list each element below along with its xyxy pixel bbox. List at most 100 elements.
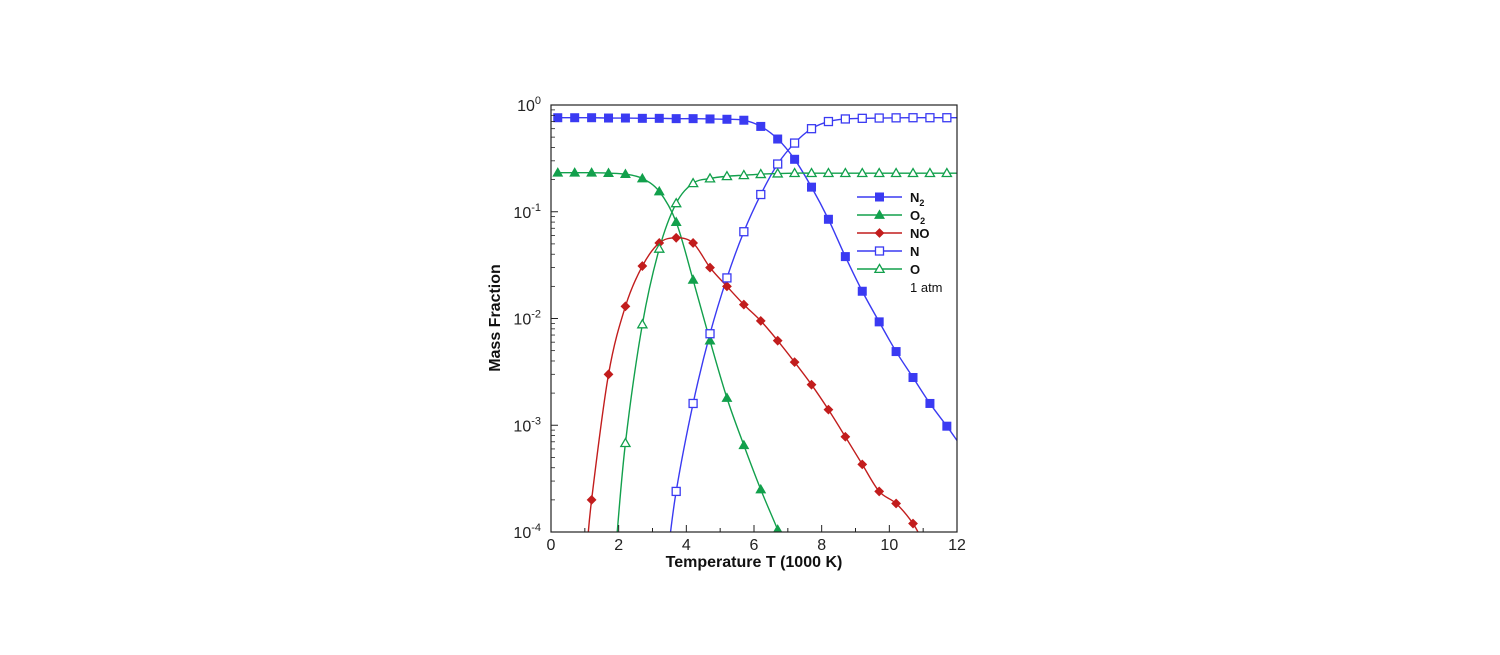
x-axis-title: Temperature T (1000 K) [666,554,843,571]
data-point [603,167,614,178]
data-point [755,168,767,179]
data-point [942,113,952,123]
data-point [924,167,936,178]
data-point [604,113,614,123]
data-point [822,167,835,178]
data-point [704,172,716,183]
x-tick-label: 4 [682,537,691,554]
data-point [721,392,733,402]
series-markers [552,113,953,532]
data-point [873,167,885,178]
data-point [891,113,901,123]
legend-marker [875,192,884,202]
data-point [654,113,664,123]
data-point [705,114,715,124]
x-tick-label: 8 [817,537,826,554]
data-point [738,439,750,450]
data-point [619,437,632,448]
data-point [705,329,715,339]
data-point [840,431,851,442]
data-point [788,167,801,178]
data-point [891,347,901,357]
y-tick-label: 10-4 [513,522,541,542]
data-point [721,170,733,181]
data-point [739,227,749,237]
data-point [942,421,952,431]
data-point [704,335,716,345]
x-tick-label: 6 [750,537,759,554]
data-point [570,113,580,123]
data-point [636,318,649,329]
data-point [671,114,681,124]
data-point [856,167,868,178]
data-point [806,379,817,390]
y-tick-label: 10-2 [513,309,541,329]
x-axis: 0 2 4 6 8 10 12 [547,525,966,554]
data-point [637,261,648,271]
data-point [688,398,698,409]
data-point [587,113,597,123]
data-point [671,232,682,243]
y-axis-title: Mass Fraction [487,264,504,372]
legend-entry: N [910,244,919,259]
data-point [705,262,715,273]
data-point [687,177,699,188]
series-line [587,237,919,532]
data-point [620,301,631,312]
x-tick-label: 10 [880,537,898,554]
data-point [553,113,563,123]
data-point [789,138,800,148]
data-point [688,238,699,248]
legend-marker [874,209,885,219]
data-point [840,252,850,262]
data-point [857,113,867,123]
series-line [616,172,957,532]
data-point [687,274,699,284]
data-point [671,486,681,497]
data-point [722,114,732,124]
data-point [722,281,732,292]
legend-marker [873,263,886,274]
data-point [891,498,902,509]
y-tick-label: 10-3 [513,415,541,435]
data-point [805,167,818,178]
data-point [688,114,698,124]
y-tick-label: 100 [517,95,541,115]
y-axis: 10-4 10-3 10-2 10-1 100 [513,95,558,542]
y-tick-label: 10-1 [513,202,541,222]
legend-marker [874,246,885,256]
data-point [874,317,884,327]
data-point [823,116,834,127]
data-point [874,113,884,123]
data-point [603,369,614,380]
data-point [756,121,766,131]
legend-entry: N2 [910,190,924,208]
data-point [908,518,918,529]
x-tick-label: 0 [547,537,556,554]
data-point [771,167,784,178]
data-point [755,483,767,494]
legend-entry: O2 [910,208,925,226]
data-point [790,154,800,164]
data-point [907,167,919,178]
data-point [874,486,885,497]
data-point [925,113,935,123]
data-point [755,315,766,326]
data-point [890,167,902,178]
data-point [823,214,833,224]
data-point [773,524,783,532]
legend-entry: O [910,262,920,277]
data-point [738,169,750,180]
data-point [756,189,766,200]
data-point [806,124,817,134]
pressure-annotation: 1 atm [910,280,943,295]
data-point [789,357,800,368]
data-point [552,167,564,177]
x-tick-label: 2 [614,537,623,554]
data-point [619,168,631,179]
data-point [908,373,918,383]
data-point [925,398,935,408]
data-point [670,197,682,208]
